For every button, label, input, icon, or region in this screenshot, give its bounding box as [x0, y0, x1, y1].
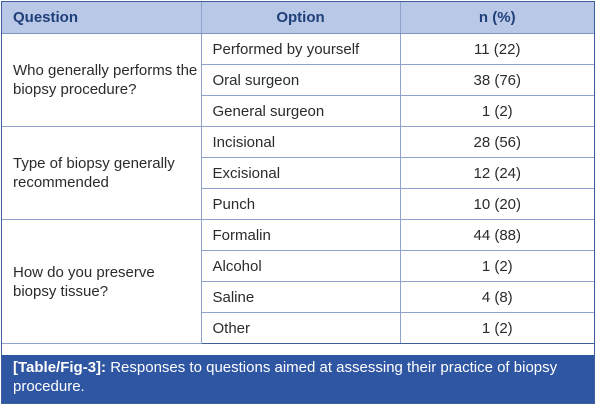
count-cell: 1 (2): [400, 312, 594, 344]
table-row: Punch 10 (20): [2, 188, 594, 220]
count-cell: 4 (8): [400, 281, 594, 313]
header-n-percent: n (%): [400, 2, 594, 34]
question-cell: Who generally performs the biopsy proced…: [2, 33, 202, 127]
table-body: Who generally performs the biopsy proced…: [2, 33, 594, 344]
count-cell: 12 (24): [400, 157, 594, 189]
table-row: Oral surgeon 38 (76): [2, 64, 594, 96]
option-cell: Performed by yourself: [201, 33, 401, 65]
option-cell: Alcohol: [201, 250, 401, 282]
question-cell: Type of biopsy generally recommended: [2, 126, 202, 220]
biopsy-practice-table: Question Option n (%) Who generally perf…: [2, 2, 594, 344]
table-row: How do you preserve biopsy tissue? Forma…: [2, 219, 594, 344]
table-row: Who generally performs the biopsy proced…: [2, 33, 594, 127]
count-cell: 1 (2): [400, 250, 594, 282]
caption-text: Responses to questions aimed at assessin…: [13, 359, 558, 395]
table-header: Question Option n (%): [2, 2, 594, 34]
question-cell: How do you preserve biopsy tissue?: [2, 219, 202, 344]
option-cell: Saline: [201, 281, 401, 313]
count-cell: 10 (20): [400, 188, 594, 220]
count-cell: 28 (56): [400, 126, 594, 158]
option-cell: Formalin: [201, 219, 401, 251]
table-caption: [Table/Fig-3]: Responses to questions ai…: [2, 355, 594, 403]
table-row: Saline 4 (8): [2, 281, 594, 313]
option-cell: Oral surgeon: [201, 64, 401, 96]
header-question: Question: [2, 2, 202, 34]
option-cell: Punch: [201, 188, 401, 220]
option-cell: Excisional: [201, 157, 401, 189]
option-cell: General surgeon: [201, 95, 401, 127]
table-row: Excisional 12 (24): [2, 157, 594, 189]
count-cell: 44 (88): [400, 219, 594, 251]
table-row: Other 1 (2): [2, 312, 594, 344]
table-row: Alcohol 1 (2): [2, 250, 594, 282]
option-cell: Other: [201, 312, 401, 344]
count-cell: 11 (22): [400, 33, 594, 65]
count-cell: 38 (76): [400, 64, 594, 96]
option-cell: Incisional: [201, 126, 401, 158]
table-row: General surgeon 1 (2): [2, 95, 594, 127]
count-cell: 1 (2): [400, 95, 594, 127]
header-option: Option: [201, 2, 401, 34]
table-row: Type of biopsy generally recommended Inc…: [2, 126, 594, 220]
caption-tag: [Table/Fig-3]:: [13, 359, 107, 376]
